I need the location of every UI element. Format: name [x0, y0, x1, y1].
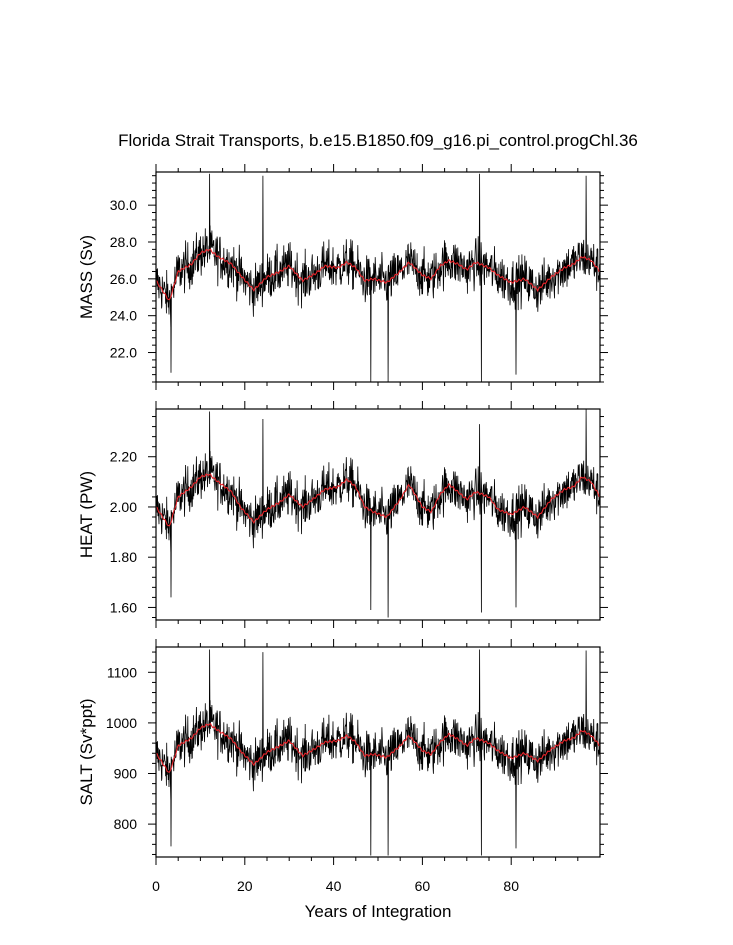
raw-series-salt: [156, 649, 600, 856]
x-tick-label: 80: [503, 878, 519, 894]
y-tick-label-salt: 900: [114, 766, 138, 782]
y-tick-label-salt: 800: [114, 816, 138, 832]
y-tick-label-heat: 2.00: [110, 499, 137, 515]
x-tick-label: 60: [415, 878, 431, 894]
y-tick-label-mass: 24.0: [110, 308, 137, 324]
y-tick-label-mass: 26.0: [110, 271, 137, 287]
y-tick-label-mass: 30.0: [110, 197, 137, 213]
y-tick-label-salt: 1100: [107, 664, 137, 680]
x-tick-label: 0: [152, 878, 160, 894]
smooth-series-salt: [156, 723, 600, 773]
y-axis-label-mass: MASS (Sv): [77, 235, 96, 319]
y-tick-label-mass: 22.0: [110, 345, 137, 361]
panels: 22.0 24.0 26.0 28.0 30.0 MASS (Sv) 1.60 1.80 2.0…: [77, 164, 608, 894]
y-tick-label-heat: 1.60: [110, 599, 137, 615]
y-axis-label-heat: HEAT (PW): [77, 471, 96, 558]
y-axis-label-salt: SALT (Sv*ppt): [77, 698, 96, 805]
smooth-series-mass: [156, 248, 600, 301]
x-axis-label: Years of Integration: [305, 902, 452, 921]
y-tick-label-heat: 1.80: [110, 549, 137, 565]
raw-series-heat: [156, 409, 600, 618]
x-tick-label: 20: [237, 878, 253, 894]
panel-heat: 1.60 1.80 2.00 2.20 HEAT (PW): [77, 401, 608, 628]
raw-series-mass: [156, 173, 600, 382]
chart-title: Florida Strait Transports, b.e15.B1850.f…: [118, 131, 638, 150]
x-tick-label: 40: [326, 878, 342, 894]
smooth-series-heat: [156, 473, 600, 527]
panel-salt: 800 900 1000 1100 SALT (Sv*ppt) 0 20 40 60 80: [77, 639, 608, 894]
y-tick-label-salt: 1000: [106, 715, 137, 731]
y-tick-label-mass: 28.0: [110, 234, 137, 250]
y-tick-label-heat: 2.20: [110, 449, 137, 465]
panel-mass: 22.0 24.0 26.0 28.0 30.0 MASS (Sv): [77, 164, 608, 390]
